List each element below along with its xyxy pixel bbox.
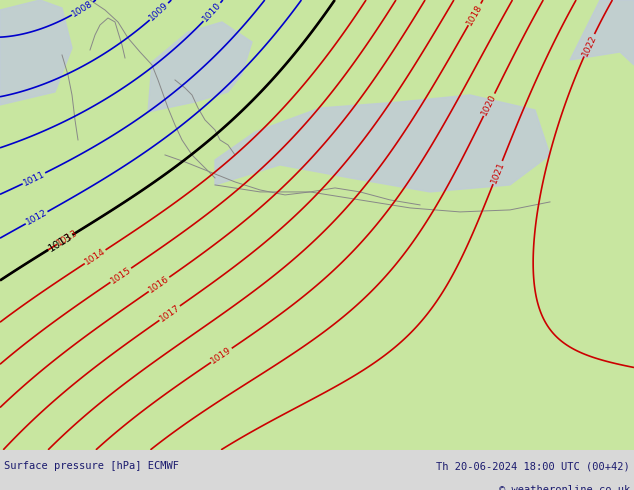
Text: Th 20-06-2024 18:00 UTC (00+42): Th 20-06-2024 18:00 UTC (00+42): [436, 461, 630, 471]
Text: 1018: 1018: [465, 2, 484, 26]
Text: 1021: 1021: [489, 160, 506, 185]
Text: 1009: 1009: [148, 0, 171, 23]
Text: 1014: 1014: [83, 247, 107, 267]
Text: 1013: 1013: [56, 228, 80, 247]
Text: 1008: 1008: [70, 0, 95, 19]
Text: 1013: 1013: [46, 231, 74, 253]
Polygon shape: [0, 0, 72, 105]
Text: 1015: 1015: [108, 265, 133, 285]
Text: 1016: 1016: [147, 274, 171, 294]
Text: 1019: 1019: [209, 345, 233, 366]
Text: 1017: 1017: [158, 303, 181, 323]
Text: 1012: 1012: [25, 208, 49, 227]
Text: © weatheronline.co.uk: © weatheronline.co.uk: [499, 485, 630, 490]
Text: 1011: 1011: [22, 170, 46, 188]
Text: Surface pressure [hPa] ECMWF: Surface pressure [hPa] ECMWF: [4, 461, 179, 471]
Text: 1022: 1022: [580, 33, 598, 57]
Polygon shape: [215, 95, 550, 192]
Text: 1010: 1010: [201, 0, 223, 24]
Polygon shape: [148, 22, 252, 112]
Polygon shape: [570, 0, 634, 65]
Text: 1020: 1020: [480, 93, 498, 117]
